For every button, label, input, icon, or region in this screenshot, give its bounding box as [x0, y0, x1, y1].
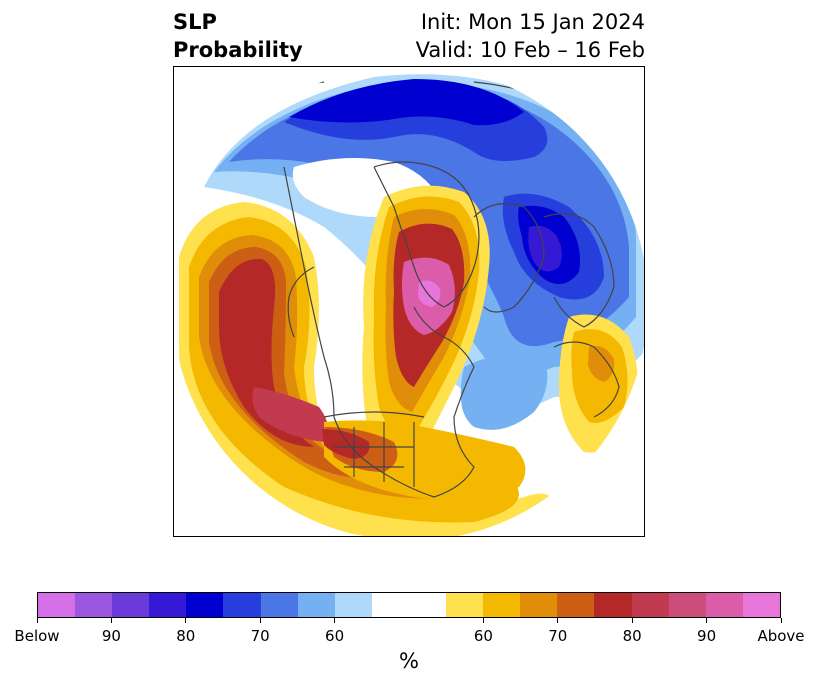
- above-pacific-80: [219, 258, 314, 447]
- colorbar-above-segment: [742, 593, 780, 617]
- below-region-85: [289, 79, 524, 126]
- map-svg: [174, 67, 644, 536]
- colorbar-tick: [631, 618, 633, 623]
- title-line-1: SLP: [173, 10, 217, 34]
- colorbar-below-segment: [297, 593, 335, 617]
- colorbar-tick: [259, 618, 261, 623]
- colorbar-tick-label: 80: [622, 627, 642, 645]
- title-line-2: Probability: [173, 38, 303, 62]
- colorbar-below-segment: [334, 593, 372, 617]
- above-us-80: [322, 429, 370, 459]
- colorbar-tick-label: Above: [757, 627, 805, 645]
- colorbar-above-segment: [446, 593, 484, 617]
- colorbar-above-segment: [668, 593, 706, 617]
- above-pacific-85: [252, 387, 328, 442]
- colorbar-tick: [36, 618, 38, 623]
- colorbar-tick: [185, 618, 187, 623]
- colorbar-above-segment: [557, 593, 595, 617]
- above-europe-70: [588, 345, 615, 382]
- chart-title: SLP Probability: [173, 8, 303, 64]
- colorbar-tick-label: 80: [176, 627, 196, 645]
- colorbar-tick-label: 70: [548, 627, 568, 645]
- colorbar: [37, 592, 781, 618]
- colorbar-neutral-segment: [371, 593, 447, 617]
- colorbar-tick-label: 60: [325, 627, 345, 645]
- colorbar-tick: [482, 618, 484, 623]
- probability-map: [173, 66, 645, 537]
- colorbar-above-segment: [631, 593, 669, 617]
- colorbar-below-segment: [112, 593, 150, 617]
- colorbar-below-segment: [260, 593, 298, 617]
- colorbar-below-segment: [186, 593, 224, 617]
- init-date: Init: Mon 15 Jan 2024: [420, 10, 645, 34]
- colorbar-tick-label: 90: [101, 627, 121, 645]
- colorbar-below-segment: [149, 593, 187, 617]
- colorbar-tick-label: 70: [250, 627, 270, 645]
- colorbar-above-segment: [520, 593, 558, 617]
- colorbar-below-segment: [75, 593, 113, 617]
- colorbar-tick: [706, 618, 708, 623]
- colorbar-above-segment: [705, 593, 743, 617]
- valid-date: Valid: 10 Feb – 16 Feb: [415, 38, 645, 62]
- colorbar-tick: [334, 618, 336, 623]
- colorbar-below-segment: [38, 593, 76, 617]
- below-scandinavia-90: [528, 225, 562, 272]
- forecast-dates: Init: Mon 15 Jan 2024 Valid: 10 Feb – 16…: [380, 8, 645, 64]
- colorbar-tick-label: 90: [697, 627, 717, 645]
- unit-label: %: [399, 649, 419, 673]
- colorbar-tick: [780, 618, 782, 623]
- colorbar-tick-label: 60: [473, 627, 493, 645]
- colorbar-tick: [557, 618, 559, 623]
- colorbar-above-segment: [483, 593, 521, 617]
- colorbar-below-segment: [223, 593, 261, 617]
- colorbar-above-segment: [594, 593, 632, 617]
- colorbar-tick-label: Below: [14, 627, 60, 645]
- colorbar-tick: [110, 618, 112, 623]
- below-atlantic-blue: [460, 353, 548, 430]
